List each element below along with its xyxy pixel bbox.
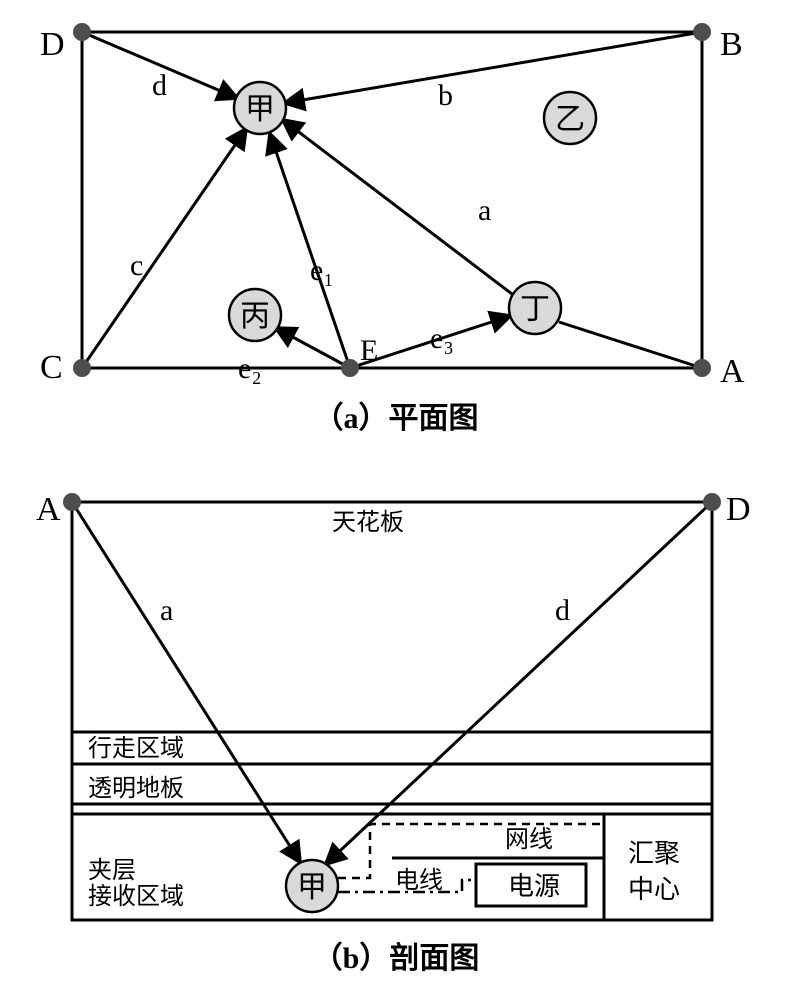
edge-a-seg1 xyxy=(559,322,702,368)
edge-e2-label: e₂ xyxy=(238,352,262,385)
figure-a-caption: （a）平面图 xyxy=(314,401,479,435)
figure-b: 甲 A D a d 天花板 行走区域 透明地板 夹层 接收区域 网线 电线 电源… xyxy=(36,491,751,975)
corner-bA xyxy=(63,493,81,511)
corner-C xyxy=(73,359,91,377)
edge-d-label: d xyxy=(152,69,167,102)
node-bing-label: 丙 xyxy=(240,300,270,333)
corner-A xyxy=(693,359,711,377)
corner-bD xyxy=(703,493,721,511)
label-walk: 行走区域 xyxy=(88,735,184,762)
node-b-jia-label: 甲 xyxy=(297,871,327,904)
corner-B xyxy=(693,23,711,41)
edge-b-a xyxy=(72,502,300,862)
figure-container: 甲 乙 丙 丁 D B C A E d b a c e₁ e₂ e₃ （a）平面… xyxy=(0,0,792,1000)
label-hub2: 中心 xyxy=(628,875,680,904)
label-mezz1: 夹层 xyxy=(88,857,136,884)
corner-A-label: A xyxy=(720,353,745,390)
edge-a-label: a xyxy=(478,194,491,227)
node-yi-label: 乙 xyxy=(555,103,585,136)
netwire-line xyxy=(338,824,604,878)
label-mezz2: 接收区域 xyxy=(88,883,184,910)
edge-b-d-label: d xyxy=(555,594,570,627)
figure-a: 甲 乙 丙 丁 D B C A E d b a c e₁ e₂ e₃ （a）平面… xyxy=(40,23,745,435)
figure-b-caption: （b）剖面图 xyxy=(313,941,480,975)
corner-D-label: D xyxy=(40,26,65,63)
node-jia-label: 甲 xyxy=(245,93,275,126)
corner-B-label: B xyxy=(720,26,743,63)
edge-b-label: b xyxy=(438,79,453,112)
node-ding-label: 丁 xyxy=(520,293,550,326)
edge-e1-label: e₁ xyxy=(310,254,334,287)
label-hub1: 汇聚 xyxy=(628,839,680,868)
label-power: 电源 xyxy=(508,872,560,901)
edge-b-a-label: a xyxy=(160,594,173,627)
corner-E xyxy=(341,359,359,377)
edge-b-d xyxy=(326,502,712,864)
panel-a-rect xyxy=(82,32,702,368)
corner-D xyxy=(73,23,91,41)
edge-c xyxy=(82,129,246,368)
diagram-svg: 甲 乙 丙 丁 D B C A E d b a c e₁ e₂ e₃ （a）平面… xyxy=(0,0,792,1000)
edge-e3-label: e₃ xyxy=(430,322,454,355)
edge-c-label: c xyxy=(130,249,143,282)
label-netwire: 网线 xyxy=(505,826,553,853)
edge-b xyxy=(285,32,702,103)
label-transparent: 透明地板 xyxy=(88,775,184,802)
corner-bD-label: D xyxy=(726,491,751,528)
label-wire: 电线 xyxy=(395,867,443,894)
corner-C-label: C xyxy=(40,349,63,386)
corner-bA-label: A xyxy=(36,491,61,528)
corner-E-label: E xyxy=(360,334,378,367)
label-ceiling: 天花板 xyxy=(332,509,404,536)
